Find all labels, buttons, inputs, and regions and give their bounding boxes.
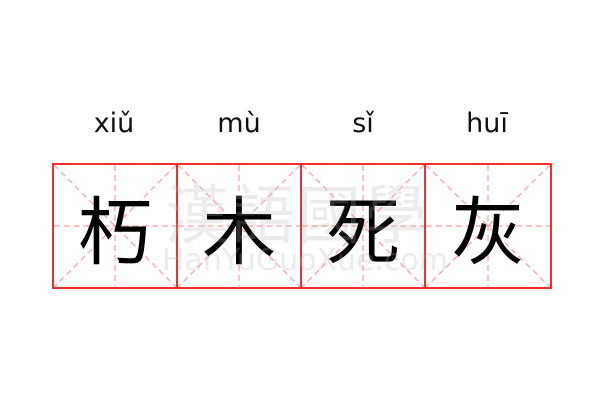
pinyin-2: mù	[217, 108, 261, 139]
pinyin-3: sǐ	[352, 108, 374, 139]
character-cell: 木	[178, 165, 302, 287]
character: 灰	[451, 189, 525, 276]
character: 朽	[78, 189, 152, 276]
guide-lines	[54, 165, 176, 287]
character: 死	[326, 189, 400, 276]
guide-lines	[426, 165, 550, 287]
character-cell: 死	[302, 165, 426, 287]
guide-lines	[302, 165, 424, 287]
character-cell: 朽	[54, 165, 178, 287]
guide-lines	[178, 165, 300, 287]
character: 木	[202, 189, 276, 276]
character-grid: 朽 木 死 灰	[52, 163, 552, 289]
pinyin-1: xiǔ	[93, 108, 135, 139]
pinyin-4: huī	[466, 108, 508, 139]
character-cell: 灰	[426, 165, 550, 287]
